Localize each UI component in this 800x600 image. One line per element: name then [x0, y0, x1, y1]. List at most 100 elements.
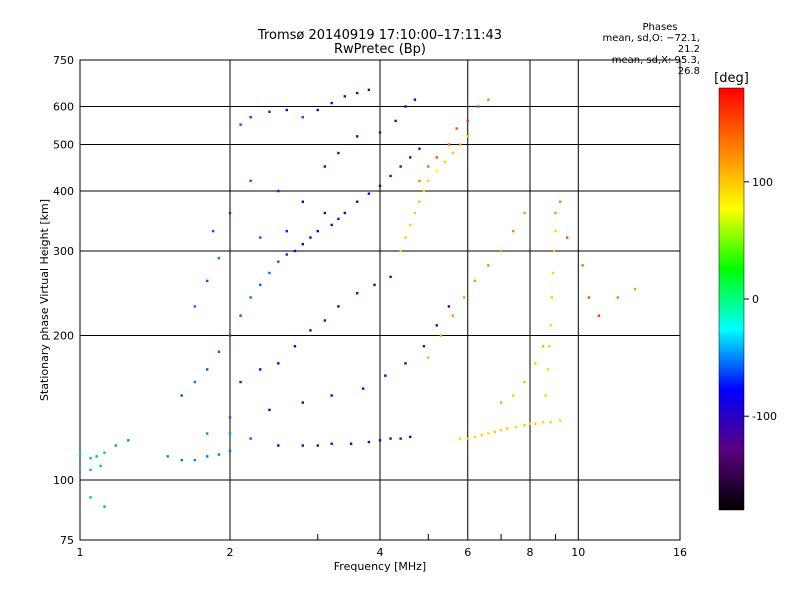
- o-mode-point: [394, 119, 397, 123]
- o-mode-point: [259, 368, 262, 371]
- x-tick-label: 6: [464, 546, 471, 559]
- o-mode-point: [228, 334, 232, 337]
- o-mode-point: [330, 442, 333, 445]
- o-mode-point: [384, 374, 387, 377]
- o-mode-point: [277, 260, 280, 263]
- o-mode-point: [99, 464, 102, 468]
- o-mode-point: [211, 229, 215, 233]
- o-mode-point: [337, 305, 340, 308]
- x-mode-point: [418, 179, 421, 183]
- o-mode-point: [323, 319, 327, 322]
- x-mode-point: [427, 165, 430, 168]
- o-mode-point: [249, 437, 252, 440]
- x-mode-point: [399, 249, 402, 253]
- x-mode-point: [587, 296, 591, 299]
- y-tick-label: 750: [53, 54, 74, 67]
- x-mode-point: [523, 424, 526, 427]
- x-mode-point: [499, 401, 503, 404]
- o-mode-point: [361, 387, 365, 390]
- o-mode-point: [95, 455, 98, 458]
- x-axis-label: Frequency [MHz]: [334, 560, 426, 573]
- o-mode-point: [330, 101, 333, 105]
- x-mode-point: [466, 119, 469, 123]
- x-mode-point: [505, 427, 509, 430]
- x-mode-point: [447, 143, 451, 146]
- o-mode-point: [301, 200, 305, 203]
- o-mode-point: [422, 345, 426, 348]
- x-mode-point: [487, 264, 490, 267]
- o-mode-point: [127, 439, 130, 442]
- o-mode-point: [293, 345, 297, 348]
- x-mode-point: [493, 430, 497, 434]
- x-mode-point: [451, 314, 455, 317]
- o-mode-point: [180, 394, 183, 397]
- x-tick-label: 8: [527, 546, 534, 559]
- x-mode-point: [523, 380, 526, 384]
- colorbar-tick-label: -100: [752, 410, 777, 423]
- o-mode-point: [285, 253, 288, 256]
- o-mode-point: [277, 362, 280, 365]
- x-mode-point: [553, 249, 556, 253]
- x-mode-point: [565, 236, 569, 239]
- o-mode-point: [78, 453, 82, 456]
- x-mode-point: [422, 189, 426, 193]
- y-tick-label: 500: [53, 139, 74, 152]
- o-mode-point: [103, 451, 106, 454]
- o-mode-point: [316, 444, 319, 447]
- o-mode-point: [323, 165, 327, 168]
- o-mode-point: [435, 324, 438, 327]
- o-mode-point: [404, 362, 407, 365]
- o-mode-point: [367, 440, 371, 444]
- x-tick-label: 4: [377, 546, 384, 559]
- o-mode-point: [249, 116, 252, 119]
- o-mode-point: [259, 236, 262, 239]
- o-mode-point: [89, 496, 92, 499]
- x-mode-point: [499, 429, 503, 432]
- x-tick-label: 16: [673, 546, 687, 559]
- o-mode-point: [205, 279, 209, 283]
- x-mode-point: [581, 264, 584, 267]
- o-mode-point: [330, 394, 333, 397]
- o-mode-point: [180, 458, 183, 462]
- o-mode-point: [355, 135, 359, 138]
- o-mode-point: [367, 88, 371, 92]
- o-mode-point: [228, 416, 232, 419]
- y-tick-label: 600: [53, 101, 74, 114]
- x-mode-point: [514, 425, 518, 429]
- o-mode-point: [316, 229, 319, 233]
- colorbar-tick-label: 0: [752, 293, 759, 306]
- o-mode-point: [277, 444, 280, 447]
- x-mode-point: [534, 362, 537, 365]
- phases-o-line: mean, sd,O: −72.1, 21.2: [602, 33, 700, 55]
- o-mode-point: [78, 466, 82, 470]
- x-mode-point: [528, 422, 532, 425]
- colorbar-label: [deg]: [714, 71, 749, 86]
- x-mode-point: [487, 98, 490, 101]
- x-mode-point: [427, 356, 430, 359]
- colorbar: [718, 87, 745, 511]
- x-mode-point: [549, 324, 552, 327]
- o-mode-point: [323, 211, 327, 215]
- x-mode-point: [473, 279, 477, 283]
- x-mode-point: [435, 169, 438, 173]
- o-mode-point: [389, 174, 392, 178]
- o-mode-point: [193, 458, 197, 462]
- o-mode-point: [89, 457, 92, 460]
- o-mode-point: [349, 442, 353, 445]
- x-tick-label: 1: [77, 546, 84, 559]
- y-axis-label: Stationary phase Virtual Height [km]: [38, 199, 51, 401]
- o-mode-point: [205, 432, 209, 435]
- o-mode-point: [277, 189, 280, 193]
- x-mode-point: [559, 200, 562, 203]
- x-mode-point: [466, 437, 469, 440]
- x-tick-label: 10: [571, 546, 585, 559]
- o-mode-point: [205, 455, 209, 458]
- o-mode-point: [249, 179, 252, 183]
- x-mode-point: [435, 156, 438, 159]
- o-mode-point: [301, 444, 305, 447]
- o-mode-point: [309, 236, 312, 239]
- x-mode-point: [451, 151, 455, 155]
- o-mode-point: [285, 108, 288, 112]
- o-mode-point: [228, 432, 232, 435]
- chart-subtitle: RwPretec (Bp): [333, 42, 427, 57]
